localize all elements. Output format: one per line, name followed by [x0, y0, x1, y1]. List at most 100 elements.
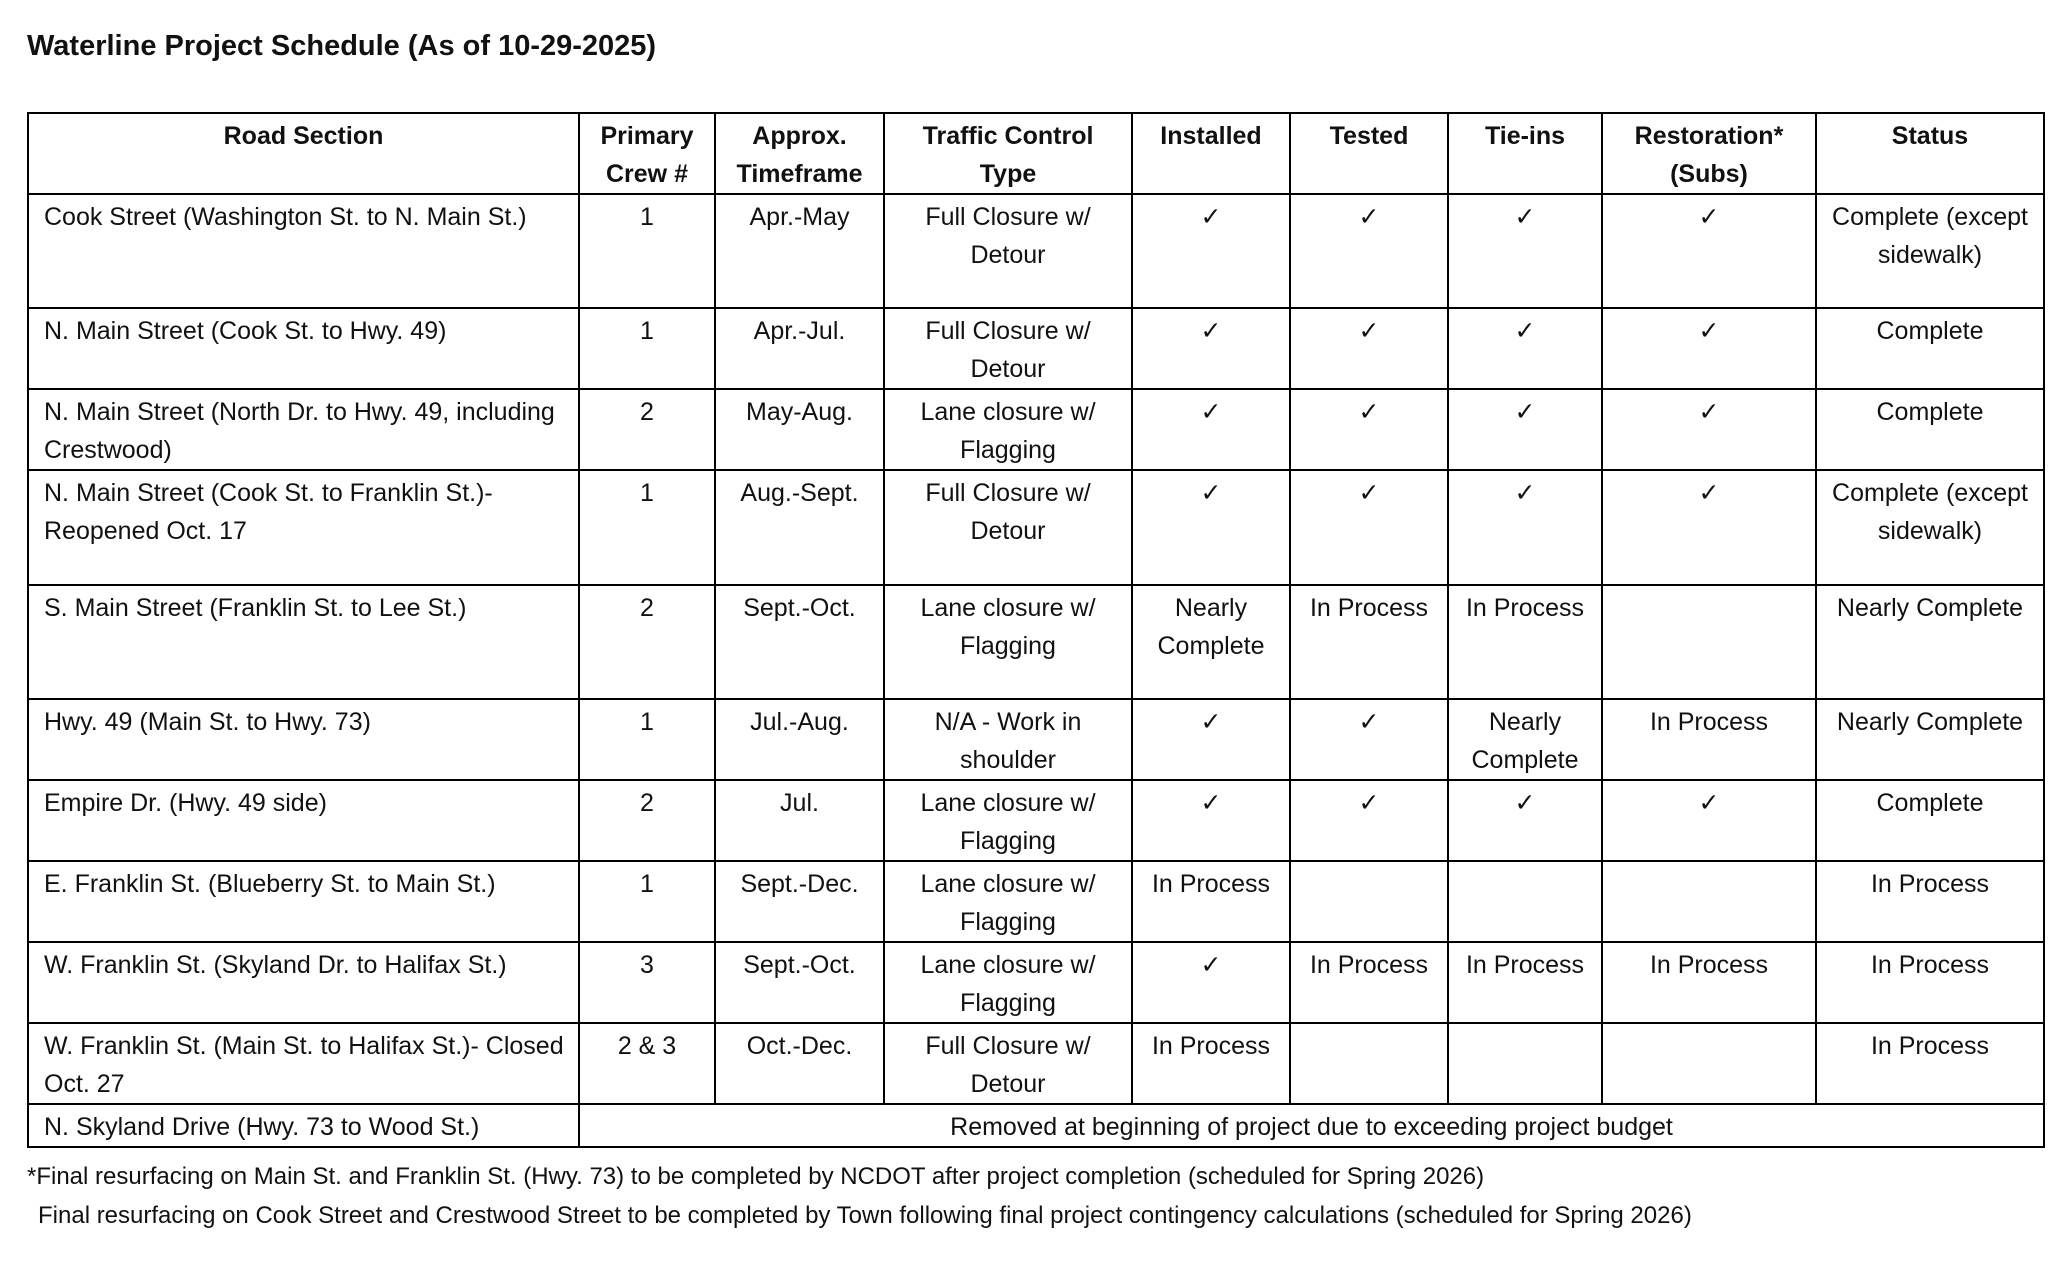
cell: ✓: [1289, 193, 1449, 309]
footnotes: *Final resurfacing on Main St. and Frank…: [27, 1157, 1692, 1235]
cell: ✓: [1131, 941, 1291, 1024]
cell: Sept.-Oct.: [714, 584, 885, 700]
cell: Full Closure w/ Detour: [883, 1022, 1133, 1105]
cell: ✓: [1289, 698, 1449, 781]
cell: Full Closure w/ Detour: [883, 193, 1133, 309]
cell: Nearly Complete: [1447, 698, 1603, 781]
road-section: Empire Dr. (Hwy. 49 side): [27, 779, 580, 862]
cell: 1: [578, 193, 716, 309]
cell: In Process: [1815, 1022, 2045, 1105]
table-row: N. Skyland Drive (Hwy. 73 to Wood St.) Re…: [27, 1103, 2045, 1148]
header-row: Road Section Primary Crew # Approx. Timefr…: [27, 112, 2045, 195]
road-section: Cook Street (Washington St. to N. Main S…: [27, 193, 580, 309]
cell: In Process: [1601, 698, 1817, 781]
road-section: Hwy. 49 (Main St. to Hwy. 73): [27, 698, 580, 781]
cell: ✓: [1447, 193, 1603, 309]
cell: In Process: [1815, 941, 2045, 1024]
cell: Complete (except sidewalk): [1815, 193, 2045, 309]
cell: 1: [578, 860, 716, 943]
empty-cell: [1447, 860, 1603, 943]
cell: Lane closure w/ Flagging: [883, 584, 1133, 700]
empty-cell: [1601, 860, 1817, 943]
cell: ✓: [1131, 193, 1291, 309]
empty-cell: [1447, 1022, 1603, 1105]
cell: Lane closure w/ Flagging: [883, 388, 1133, 471]
table-row: E. Franklin St. (Blueberry St. to Main S…: [27, 860, 2045, 943]
road-section: N. Main Street (North Dr. to Hwy. 49, in…: [27, 388, 580, 471]
road-section: S. Main Street (Franklin St. to Lee St.): [27, 584, 580, 700]
cell: ✓: [1601, 307, 1817, 390]
cell: Lane closure w/ Flagging: [883, 860, 1133, 943]
cell: ✓: [1289, 388, 1449, 471]
cell: ✓: [1289, 469, 1449, 586]
cell: In Process: [1289, 941, 1449, 1024]
column-header: Tie-ins: [1447, 112, 1603, 195]
cell: Removed at beginning of project due to e…: [578, 1103, 2045, 1148]
cell: Apr.-Jul.: [714, 307, 885, 390]
table-body: Cook Street (Washington St. to N. Main S…: [27, 193, 2045, 1148]
table-row: N. Main Street (Cook St. to Hwy. 49) 1 Apr…: [27, 307, 2045, 390]
table-row: Hwy. 49 (Main St. to Hwy. 73) 1 Jul.-Aug. N…: [27, 698, 2045, 781]
cell: Sept.-Dec.: [714, 860, 885, 943]
cell: ✓: [1131, 779, 1291, 862]
road-section: E. Franklin St. (Blueberry St. to Main S…: [27, 860, 580, 943]
road-section: W. Franklin St. (Skyland Dr. to Halifax …: [27, 941, 580, 1024]
column-header: Restoration* (Subs): [1601, 112, 1817, 195]
column-header: Status: [1815, 112, 2045, 195]
road-section: N. Skyland Drive (Hwy. 73 to Wood St.): [27, 1103, 580, 1148]
cell: In Process: [1447, 584, 1603, 700]
column-header: Installed: [1131, 112, 1291, 195]
cell: ✓: [1131, 698, 1291, 781]
cell: Nearly Complete: [1131, 584, 1291, 700]
column-header: Tested: [1289, 112, 1449, 195]
table-row: W. Franklin St. (Skyland Dr. to Halifax …: [27, 941, 2045, 1024]
column-header: Approx. Timeframe: [714, 112, 885, 195]
cell: 3: [578, 941, 716, 1024]
cell: Full Closure w/ Detour: [883, 469, 1133, 586]
cell: ✓: [1447, 779, 1603, 862]
road-section: W. Franklin St. (Main St. to Halifax St.…: [27, 1022, 580, 1105]
cell: ✓: [1601, 193, 1817, 309]
cell: ✓: [1131, 307, 1291, 390]
cell: Sept.-Oct.: [714, 941, 885, 1024]
cell: 2: [578, 584, 716, 700]
cell: 1: [578, 307, 716, 390]
cell: Lane closure w/ Flagging: [883, 941, 1133, 1024]
table-row: N. Main Street (North Dr. to Hwy. 49, in…: [27, 388, 2045, 471]
cell: In Process: [1131, 860, 1291, 943]
empty-cell: [1289, 860, 1449, 943]
footnote: Final resurfacing on Cook Street and Cre…: [38, 1202, 1692, 1229]
cell: Full Closure w/ Detour: [883, 307, 1133, 390]
cell: ✓: [1447, 469, 1603, 586]
cell: In Process: [1447, 941, 1603, 1024]
cell: Nearly Complete: [1815, 584, 2045, 700]
cell: In Process: [1131, 1022, 1291, 1105]
cell: Oct.-Dec.: [714, 1022, 885, 1105]
road-section: N. Main Street (Cook St. to Hwy. 49): [27, 307, 580, 390]
cell: ✓: [1447, 307, 1603, 390]
cell: ✓: [1601, 779, 1817, 862]
schedule-table: Road Section Primary Crew # Approx. Timefr…: [27, 112, 2045, 1148]
cell: ✓: [1289, 307, 1449, 390]
table-row: S. Main Street (Franklin St. to Lee St.)…: [27, 584, 2045, 700]
cell: Jul.: [714, 779, 885, 862]
column-header: Primary Crew #: [578, 112, 716, 195]
table-row: Empire Dr. (Hwy. 49 side) 2 Jul. Lane closu…: [27, 779, 2045, 862]
cell: 1: [578, 469, 716, 586]
cell: May-Aug.: [714, 388, 885, 471]
cell: 2: [578, 779, 716, 862]
cell: ✓: [1447, 388, 1603, 471]
table-row: Cook Street (Washington St. to N. Main S…: [27, 193, 2045, 309]
cell: Nearly Complete: [1815, 698, 2045, 781]
cell: ✓: [1289, 779, 1449, 862]
cell: In Process: [1815, 860, 2045, 943]
empty-cell: [1289, 1022, 1449, 1105]
column-header: Road Section: [27, 112, 580, 195]
cell: Complete: [1815, 779, 2045, 862]
table-row: W. Franklin St. (Main St. to Halifax St.…: [27, 1022, 2045, 1105]
cell: In Process: [1601, 941, 1817, 1024]
title: Waterline Project Schedule (As of 10-29-…: [27, 30, 657, 62]
footnote: *Final resurfacing on Main St. and Frank…: [27, 1163, 1485, 1190]
cell: ✓: [1131, 469, 1291, 586]
